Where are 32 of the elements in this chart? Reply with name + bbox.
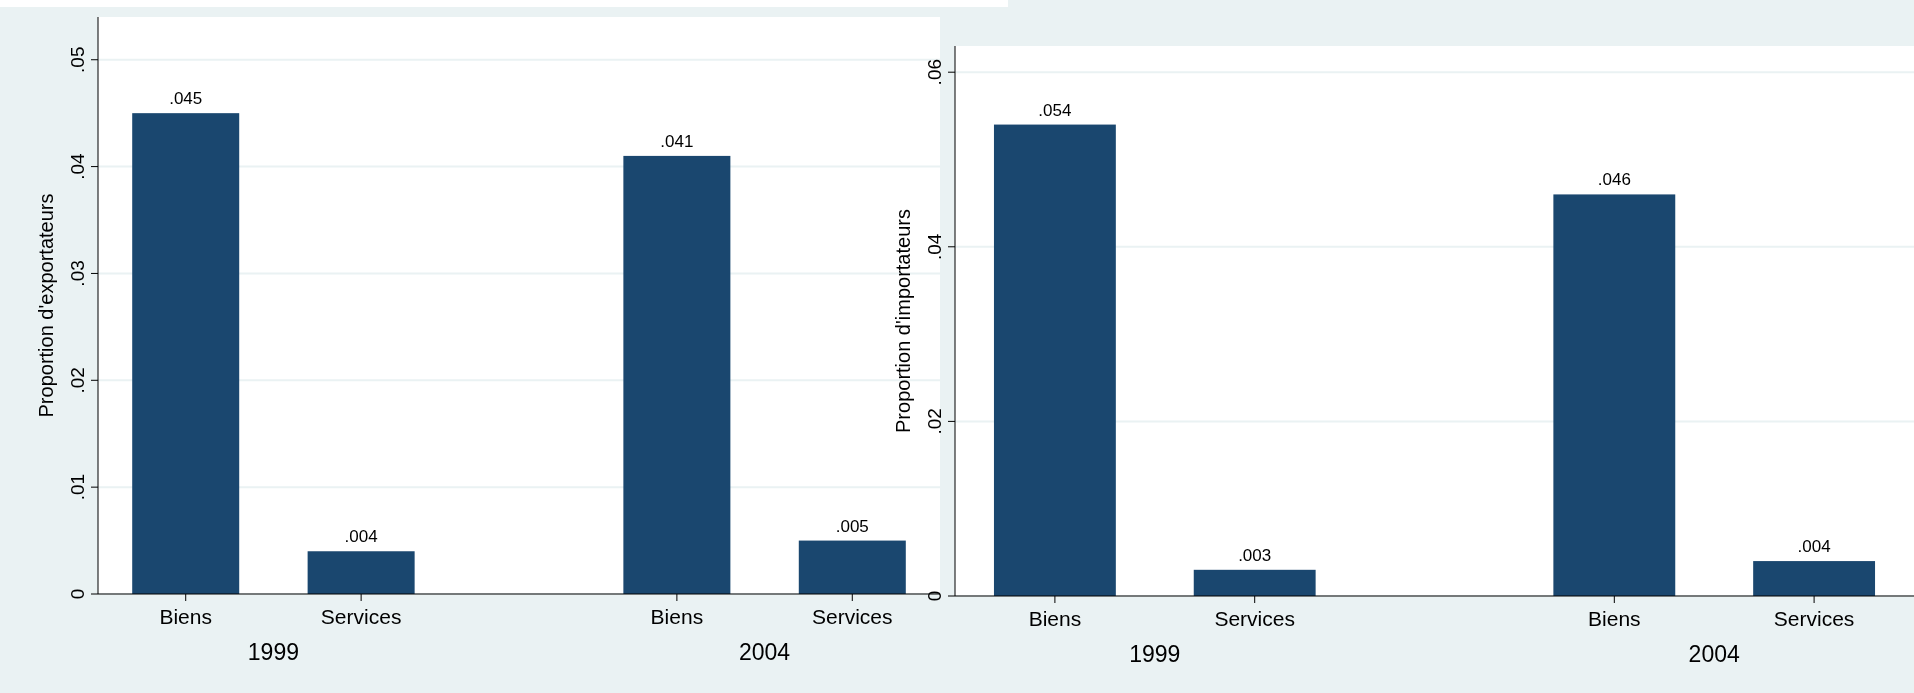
y-tick-label: .03 xyxy=(67,260,88,287)
data-label: .005 xyxy=(835,516,869,536)
y-axis-title: Proportion d'exportateurs xyxy=(35,193,57,418)
text: 1999 xyxy=(247,639,299,665)
text: 1999 xyxy=(1129,641,1181,667)
y-tick-label: .06 xyxy=(924,58,945,86)
x-tick-label: Services xyxy=(812,605,893,628)
x-tick-label: Biens xyxy=(1028,607,1082,630)
y-tick-label: 0 xyxy=(924,590,945,602)
x-tick-label: Biens xyxy=(159,605,212,628)
x-tick-label: Biens xyxy=(650,605,704,628)
data-label: .054 xyxy=(1038,100,1072,120)
y-tick-label: .01 xyxy=(67,473,88,501)
data-label: .004 xyxy=(344,527,378,547)
data-label: .046 xyxy=(1597,170,1631,190)
data-label: .004 xyxy=(1797,537,1831,557)
y-tick-label: .04 xyxy=(924,233,945,260)
y-tick-label: .05 xyxy=(67,46,88,73)
x-tick-label: Biens xyxy=(1588,607,1641,630)
y-tick-label: .02 xyxy=(67,367,88,394)
y-tick-label: 0 xyxy=(67,588,88,600)
text: 2004 xyxy=(1688,641,1740,667)
data-label: .041 xyxy=(660,131,694,151)
data-label: .045 xyxy=(169,89,203,109)
y-tick-label: .04 xyxy=(67,152,88,180)
text: 2004 xyxy=(739,639,791,665)
x-tick-label: Services xyxy=(320,605,402,628)
x-tick-label: Services xyxy=(1773,607,1855,630)
x-tick-label: Services xyxy=(1214,607,1295,630)
y-axis-title: Proportion d'importateurs xyxy=(892,209,914,433)
y-tick-label: .02 xyxy=(924,408,945,435)
data-label: .003 xyxy=(1238,545,1272,565)
